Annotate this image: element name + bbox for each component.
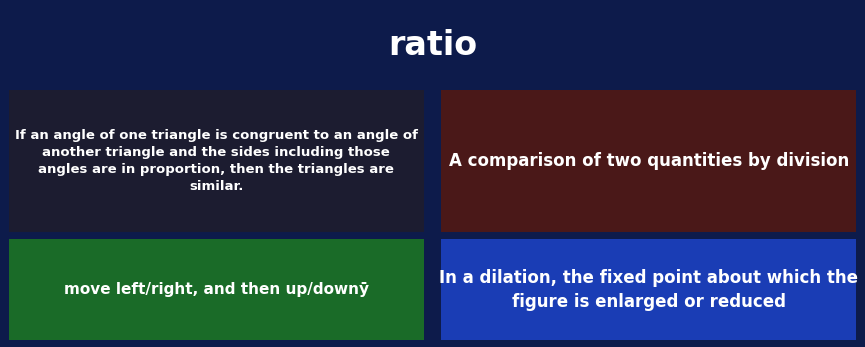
Text: A comparison of two quantities by division: A comparison of two quantities by divisi… [449, 152, 849, 170]
FancyBboxPatch shape [9, 239, 424, 340]
Text: If an angle of one triangle is congruent to an angle of
another triangle and the: If an angle of one triangle is congruent… [15, 129, 418, 193]
Text: In a dilation, the fixed point about which the
figure is enlarged or reduced: In a dilation, the fixed point about whi… [439, 269, 858, 311]
Text: move left/right, and then up/downȳ: move left/right, and then up/downȳ [64, 282, 368, 297]
Text: ratio: ratio [388, 28, 477, 62]
FancyBboxPatch shape [441, 239, 856, 340]
FancyBboxPatch shape [441, 90, 856, 232]
FancyBboxPatch shape [9, 90, 424, 232]
